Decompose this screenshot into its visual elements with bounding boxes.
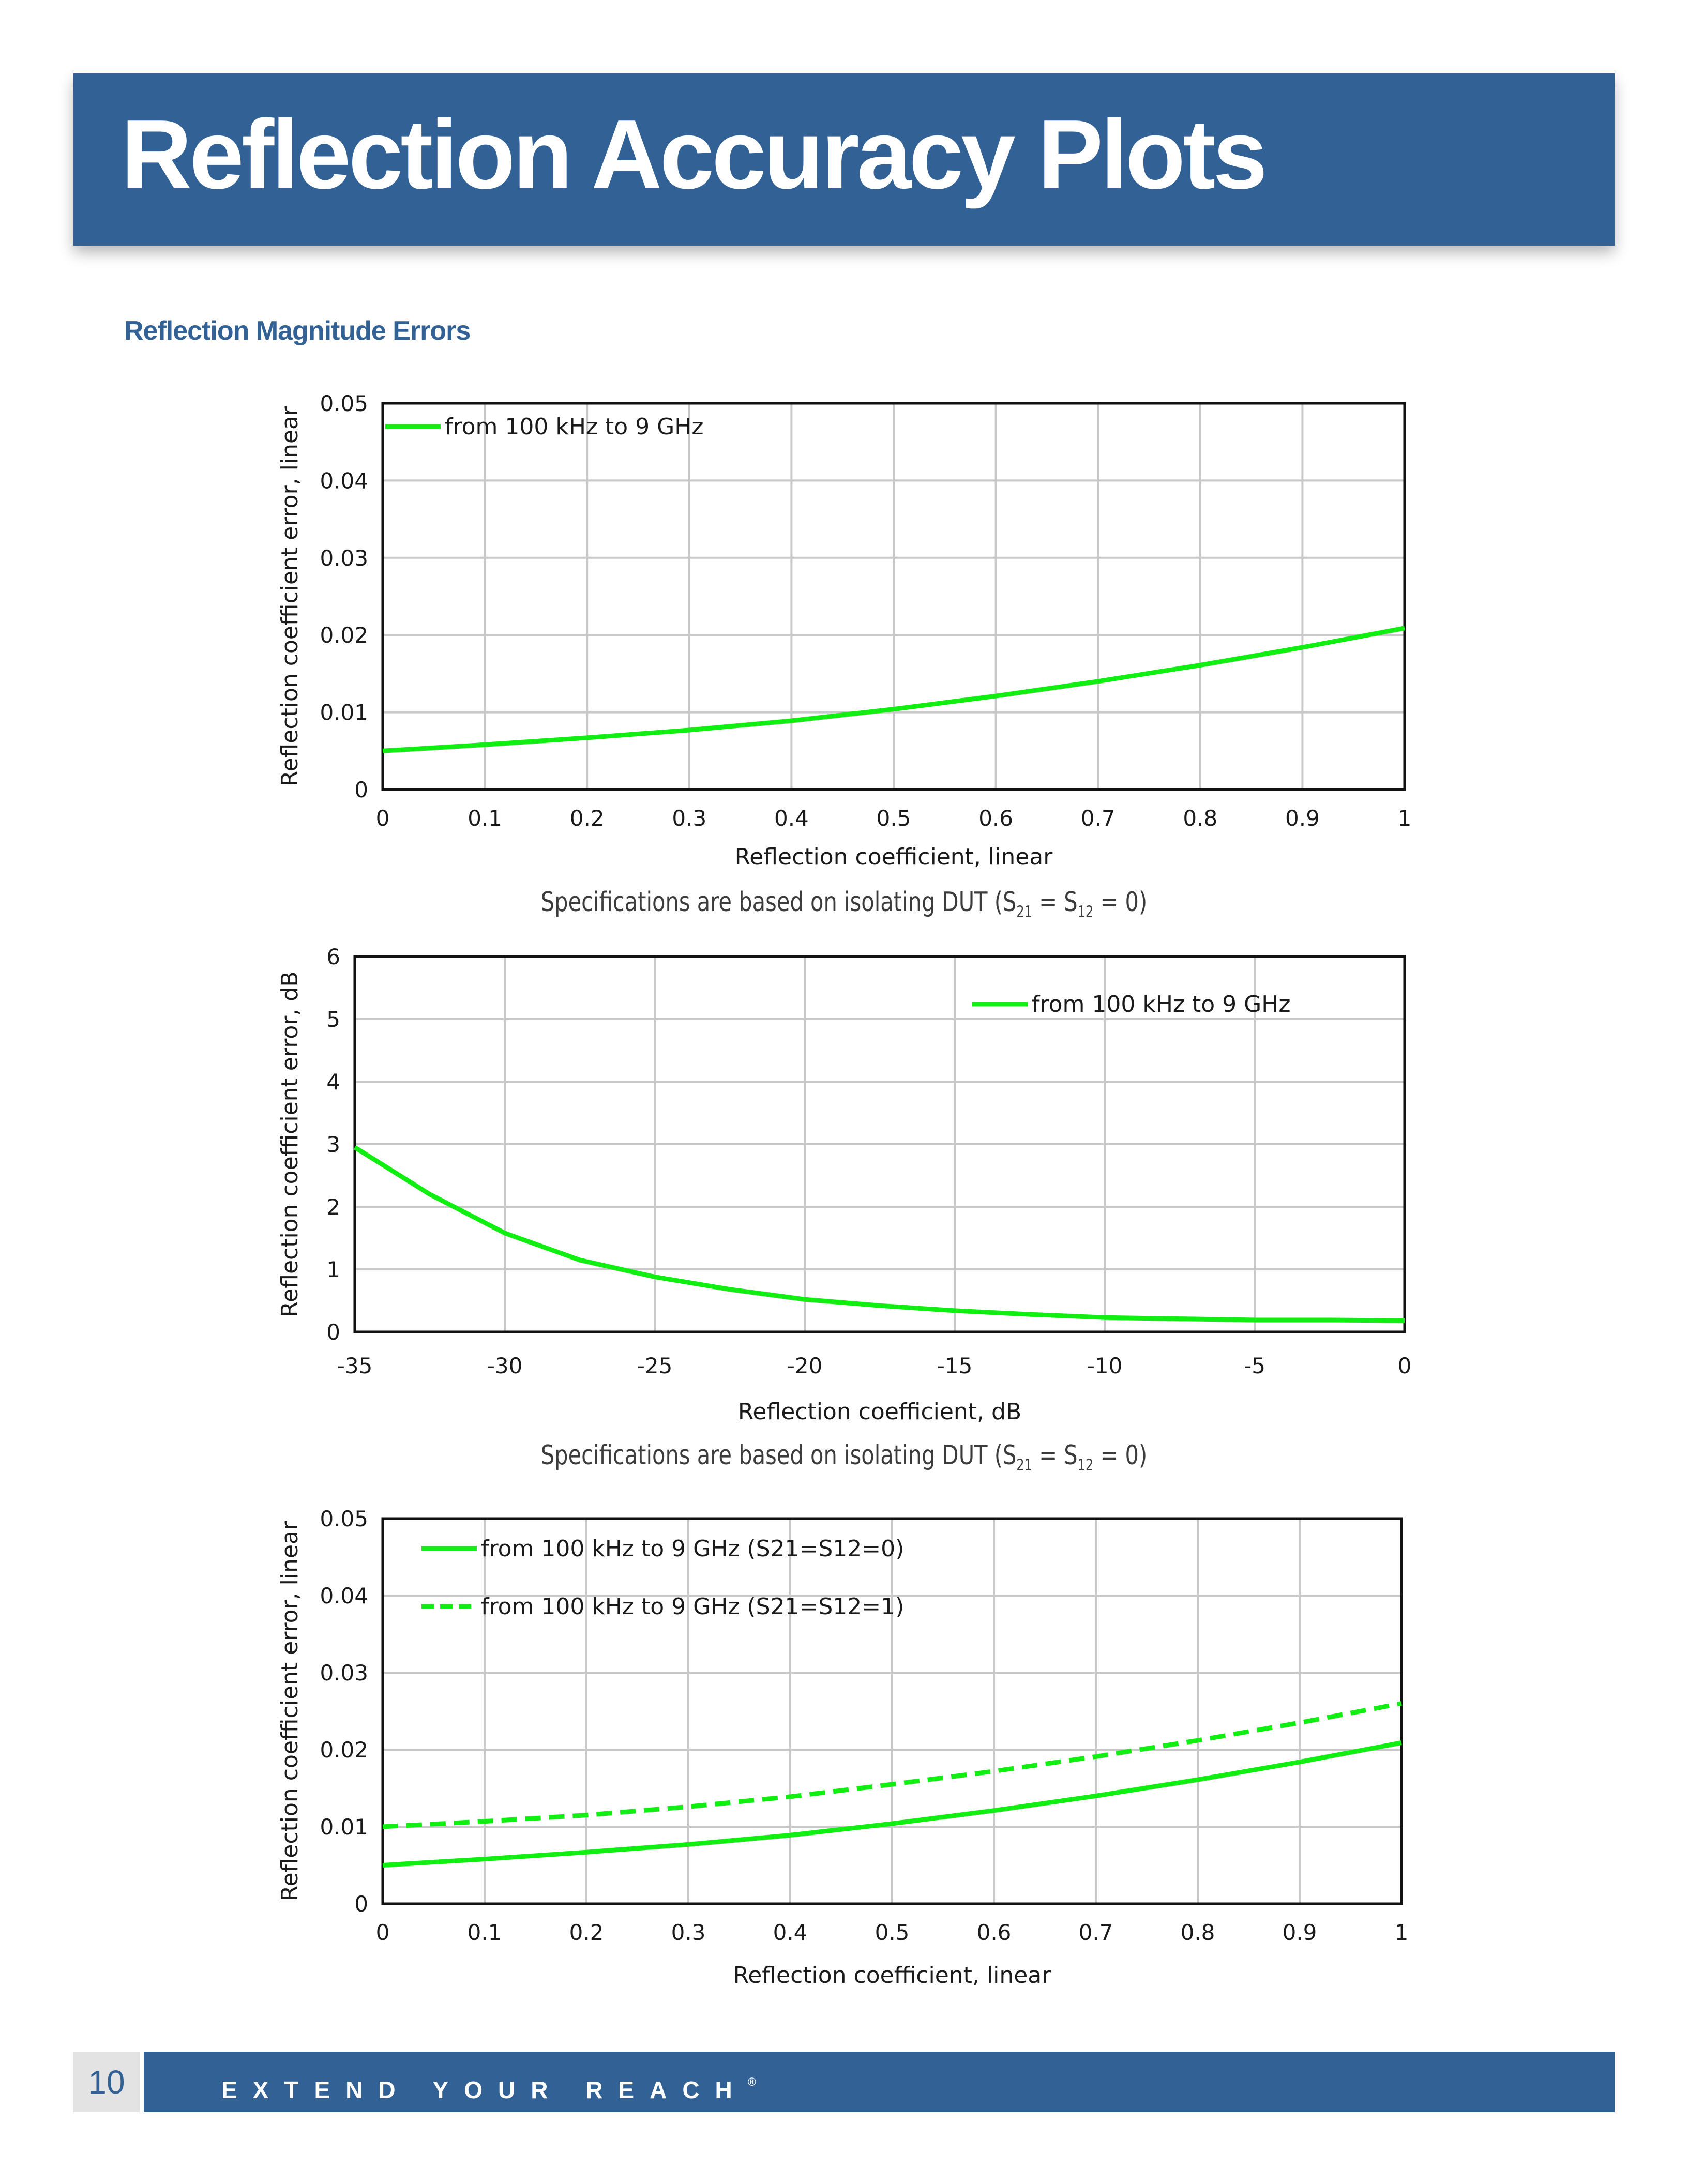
y-tick-label: 0.01 (320, 1814, 368, 1840)
y-tick-label: 0.01 (320, 700, 368, 725)
y-tick-label: 0.04 (320, 468, 368, 493)
y-tick-label: 1 (326, 1257, 340, 1282)
caption-sub-21: 21 (1016, 1456, 1032, 1475)
y-tick-label: 5 (326, 1007, 340, 1032)
title-banner: Reflection Accuracy Plots (73, 73, 1615, 246)
x-tick-label: 0.7 (1081, 806, 1116, 831)
x-tick-label: 0.6 (978, 806, 1013, 831)
x-axis-label: Reflection coefficient, linear (733, 1962, 1052, 1989)
x-tick-label: -10 (1087, 1353, 1123, 1378)
y-axis-label: Reflection coefficient error, dB (277, 972, 303, 1317)
caption-isolation-note-1: Specifications are based on isolating DU… (169, 887, 1519, 921)
x-tick-label: 0.3 (671, 1920, 706, 1945)
x-tick-label: 1 (1395, 1920, 1409, 1945)
slogan-text: EXTEND YOUR REACH (221, 2076, 748, 2103)
y-tick-label: 0 (354, 777, 368, 802)
chart-linear-error-comparison: 0 0.1 0.2 0.3 0.4 0.5 0.6 0.7 0.8 0.9 1 0 0.01 0.02 0.… (277, 1506, 1409, 1989)
y-tick-label: 0 (326, 1320, 340, 1345)
caption-text: Specifications are based on isolating DU… (540, 1440, 1017, 1471)
x-tick-label: 0 (376, 806, 390, 831)
y-axis-label: Reflection coefficient error, linear (277, 1521, 303, 1901)
footer-bar: EXTEND YOUR REACH® (144, 2052, 1615, 2112)
plot-frame (381, 402, 1406, 791)
caption-isolation-note-2: Specifications are based on isolating DU… (169, 1440, 1519, 1474)
caption-sub-21: 21 (1016, 903, 1032, 921)
caption-sub-12: 12 (1077, 903, 1094, 921)
x-tick-label: 0.3 (672, 806, 706, 831)
legend-label: from 100 kHz to 9 GHz (1032, 991, 1290, 1018)
caption-end: = 0) (1093, 1440, 1148, 1471)
series-line-solid (382, 1740, 1402, 1868)
x-tick-label: 1 (1398, 806, 1412, 831)
plot-frame (381, 1517, 1403, 1905)
y-tick-label: 0.05 (320, 393, 368, 416)
x-tick-label: 0.9 (1283, 1920, 1317, 1945)
y-tick-label: 0.05 (320, 1506, 368, 1531)
plot-frame (353, 955, 1406, 1333)
footer-slogan: EXTEND YOUR REACH® (221, 2052, 756, 2112)
legend-label: from 100 kHz to 9 GHz (S21=S12=0) (481, 1536, 904, 1562)
y-tick-label: 3 (326, 1132, 340, 1157)
x-tick-label: -5 (1244, 1353, 1265, 1378)
series-line-solid (353, 1145, 1405, 1323)
x-tick-label: 0.7 (1079, 1920, 1113, 1945)
x-axis-label: Reflection coefficient, dB (738, 1399, 1021, 1425)
x-tick-label: 0.2 (570, 806, 605, 831)
x-tick-label: -15 (937, 1353, 973, 1378)
caption-end: = 0) (1093, 887, 1148, 918)
caption-mid: = S (1032, 1440, 1078, 1471)
page-title: Reflection Accuracy Plots (121, 100, 1268, 209)
section-heading: Reflection Magnitude Errors (124, 316, 471, 346)
y-tick-label: 0.03 (320, 1660, 368, 1686)
y-tick-label: 6 (326, 944, 340, 969)
trademark-symbol: ® (747, 2075, 756, 2088)
x-tick-label: 0.1 (468, 1920, 502, 1945)
x-tick-label: 0.9 (1285, 806, 1320, 831)
y-tick-label: 0.02 (320, 1737, 368, 1763)
caption-sub-12: 12 (1077, 1456, 1094, 1475)
x-tick-label: 0 (376, 1920, 390, 1945)
x-tick-label: -35 (337, 1353, 373, 1378)
chart-db-error: -35 -30 -25 -20 -15 -10 -5 0 0 1 2 3 4 5 6 Reflection c… (277, 944, 1412, 1425)
y-tick-label: 0.03 (320, 545, 368, 571)
x-tick-label: 0.4 (773, 1920, 808, 1945)
series-line-dashed (382, 1701, 1402, 1829)
legend-label: from 100 kHz to 9 GHz (S21=S12=1) (481, 1594, 904, 1620)
y-tick-label: 2 (326, 1194, 340, 1220)
x-tick-label: 0.5 (875, 1920, 910, 1945)
caption-text: Specifications are based on isolating DU… (540, 887, 1017, 918)
chart-linear-error: 0 0.1 0.2 0.3 0.4 0.5 0.6 0.7 0.8 0.9 1 0 0.01 0.02 0.… (277, 393, 1412, 870)
y-tick-label: 0 (354, 1891, 368, 1917)
footer-page-number: 10 (73, 2052, 140, 2112)
x-tick-label: 0.6 (977, 1920, 1012, 1945)
y-axis-label: Reflection coefficient error, linear (277, 406, 303, 786)
y-tick-label: 0.02 (320, 623, 368, 648)
x-tick-label: 0 (1398, 1353, 1412, 1378)
x-tick-label: 0.5 (877, 806, 911, 831)
x-tick-label: 0.1 (468, 806, 502, 831)
x-tick-label: -25 (637, 1353, 673, 1378)
x-tick-label: 0.8 (1183, 806, 1217, 831)
x-tick-label: 0.8 (1181, 1920, 1215, 1945)
x-tick-label: 0.4 (774, 806, 809, 831)
legend-label: from 100 kHz to 9 GHz (445, 414, 703, 440)
y-tick-label: 4 (326, 1069, 340, 1095)
x-axis-label: Reflection coefficient, linear (735, 844, 1053, 870)
series-line-solid (382, 626, 1405, 753)
x-tick-label: -30 (487, 1353, 523, 1378)
y-tick-label: 0.04 (320, 1583, 368, 1609)
x-tick-label: 0.2 (569, 1920, 604, 1945)
caption-mid: = S (1032, 887, 1078, 918)
x-tick-label: -20 (787, 1353, 823, 1378)
